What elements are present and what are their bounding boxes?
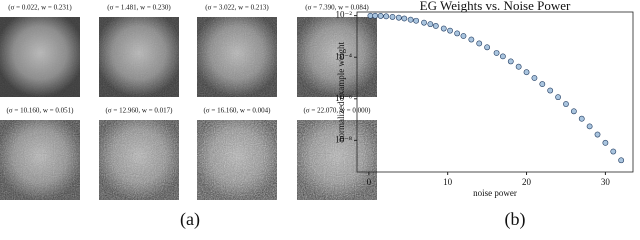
point [594, 131, 601, 138]
image-noise [0, 17, 80, 97]
face-grid: (σ = 0.022, w = 0.231) (σ = 1.481, w = 0.… [0, 4, 377, 200]
chart: EG Weights vs. Noise Power noise power n… [335, 0, 634, 198]
x-tick-label: 10 [443, 177, 453, 187]
plot-frame [356, 11, 634, 173]
y-tick-label: 10⁻² [336, 10, 353, 20]
point [401, 15, 408, 22]
point [618, 157, 625, 164]
image-noise [197, 120, 277, 200]
point [447, 27, 453, 34]
point [367, 12, 374, 19]
point [515, 63, 522, 70]
point [389, 14, 396, 20]
point [413, 17, 420, 24]
face-caption: (σ = 1.481, w = 0.230) [107, 4, 171, 12]
point [563, 101, 569, 107]
point [395, 14, 402, 21]
point [547, 87, 554, 94]
point [507, 58, 514, 65]
figure: (σ = 0.022, w = 0.231) (σ = 1.481, w = 0.… [0, 0, 634, 230]
image-noise [297, 120, 377, 200]
x-tick-label: 20 [522, 177, 532, 187]
face-caption: (σ = 3.022, w = 0.213) [205, 4, 269, 12]
y-axis-label: normalized example weight [336, 42, 346, 142]
image-noise [99, 17, 179, 97]
point [454, 30, 461, 37]
point [440, 25, 447, 32]
point [539, 81, 546, 87]
point [555, 94, 561, 101]
point [476, 40, 483, 47]
face-caption: (σ = 7.390, w = 0.084) [305, 4, 369, 12]
point [377, 13, 384, 19]
point [432, 23, 439, 29]
point [570, 108, 577, 115]
image-noise [197, 17, 277, 97]
face-caption: (σ = 22.070, w = 0.000) [304, 107, 372, 115]
panel-label: (a) [180, 209, 200, 230]
face-caption: (σ = 0.022, w = 0.231) [8, 4, 72, 12]
point [427, 21, 434, 28]
face-caption: (σ = 10.160, w = 0.051) [7, 107, 75, 115]
y-tick-label: 10⁻⁴ [335, 51, 352, 61]
point [610, 148, 617, 155]
image-noise [297, 17, 377, 97]
point [523, 69, 530, 76]
x-tick-label: 30 [601, 177, 611, 187]
face-caption: (σ = 16.160, w = 0.004) [204, 107, 272, 115]
image-noise [99, 120, 179, 200]
image-noise [0, 120, 80, 200]
panel-label: (b) [505, 209, 526, 230]
y-tick-label: 10⁻⁶ [335, 93, 352, 103]
point [499, 53, 506, 60]
point [602, 139, 609, 146]
x-axis-label: noise power [473, 188, 517, 198]
point [407, 16, 414, 23]
face-caption: (σ = 12.960, w = 0.017) [106, 107, 174, 115]
point [421, 19, 427, 26]
point [493, 50, 500, 56]
chart-title: EG Weights vs. Noise Power [420, 0, 571, 13]
point [460, 33, 467, 39]
point [531, 75, 538, 81]
point [383, 13, 390, 20]
point [484, 44, 491, 51]
y-tick-label: 10⁻⁸ [335, 134, 352, 144]
point [586, 123, 593, 130]
point [372, 12, 379, 19]
point [578, 115, 585, 122]
x-tick-label: 0 [367, 177, 372, 187]
point [468, 36, 475, 43]
